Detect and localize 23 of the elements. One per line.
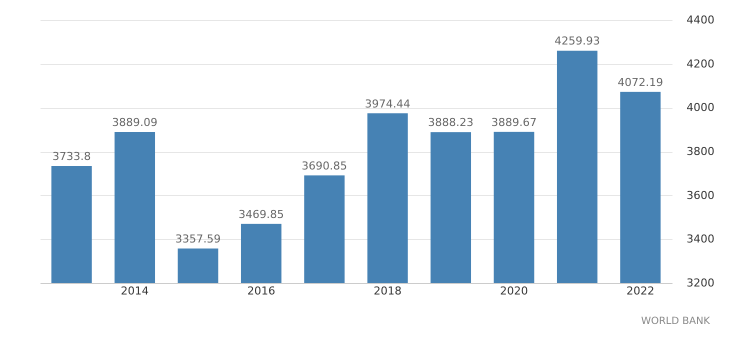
y-tick-label: 3600 [686, 188, 714, 202]
data-label: 4259.93 [554, 34, 600, 48]
data-label: 3357.59 [175, 232, 221, 246]
data-label: 3733.8 [52, 150, 91, 164]
y-tick-label: 4400 [686, 14, 714, 26]
data-label: 3690.85 [302, 159, 348, 172]
data-label: 3974.44 [364, 97, 410, 110]
x-tick-label: 2020 [500, 284, 528, 298]
y-tick-label: 3200 [686, 276, 714, 290]
data-label: 3889.09 [112, 116, 158, 129]
text: WORLD BANK [640, 316, 710, 327]
y-tick-label: 3800 [686, 145, 714, 158]
x-tick-label: 2016 [247, 284, 276, 298]
data-label: 3889.67 [491, 116, 537, 129]
data-label: 4072.19 [618, 76, 664, 89]
y-tick-label: 4200 [686, 57, 714, 70]
data-label: 3888.23 [428, 116, 474, 130]
data-label: 3469.85 [238, 208, 284, 221]
y-tick-label: 3400 [686, 232, 714, 246]
x-tick-label: 2018 [374, 284, 402, 298]
x-tick-label: 2022 [626, 284, 654, 298]
x-tick-label: 2014 [120, 284, 149, 298]
y-tick-label: 4000 [686, 101, 714, 114]
